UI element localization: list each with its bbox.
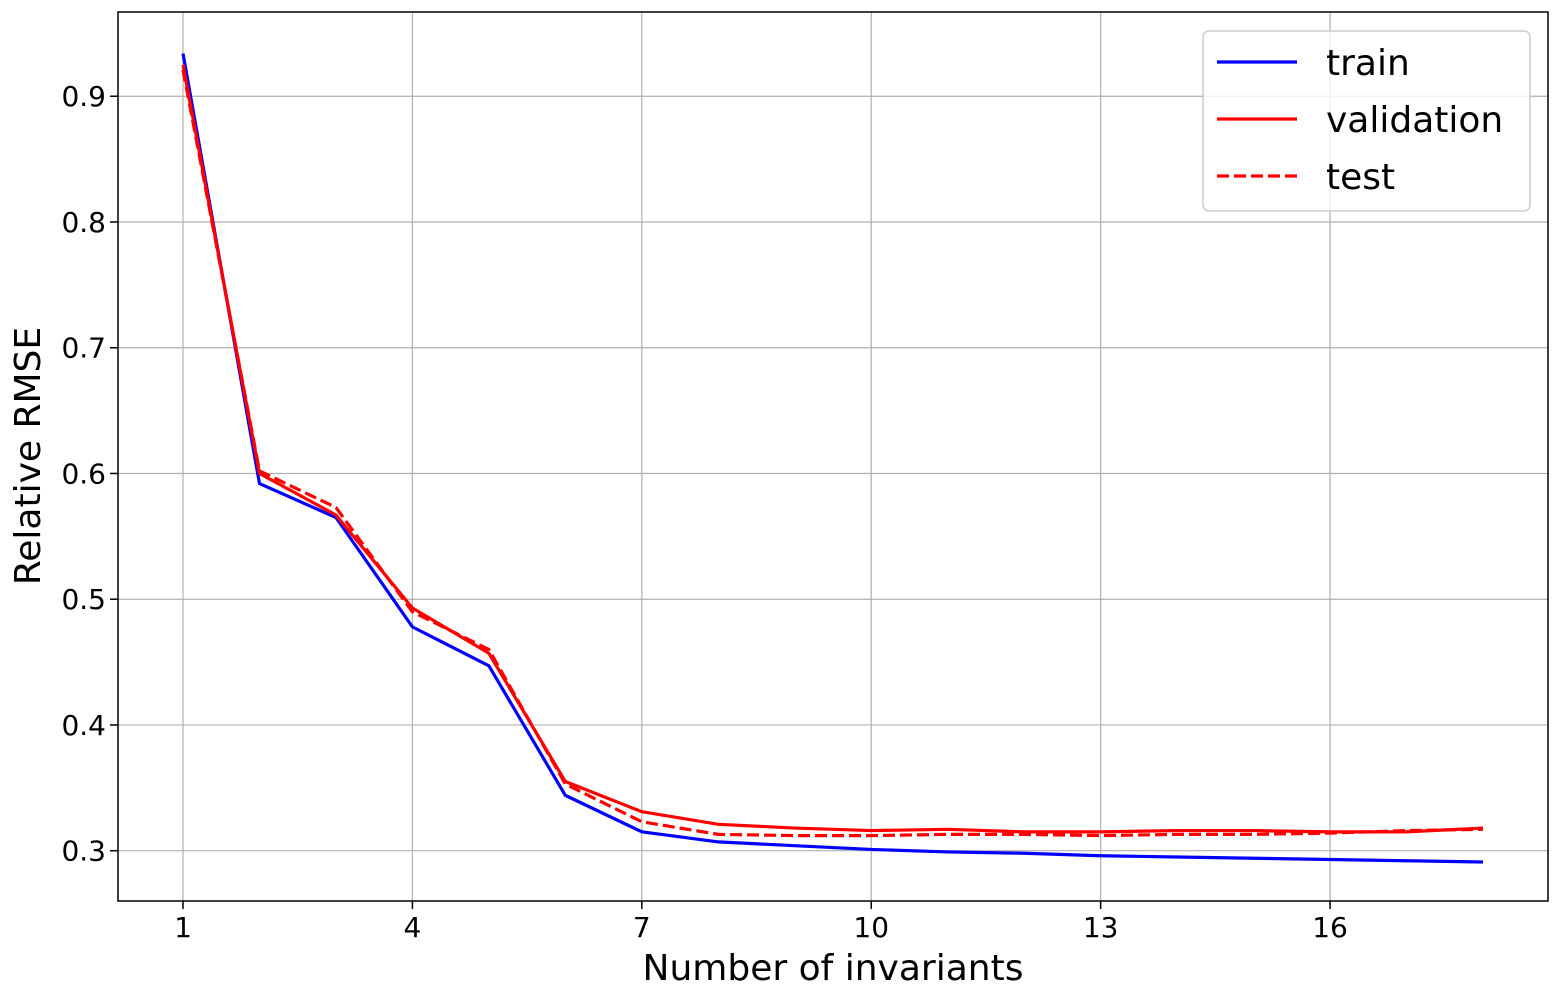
series-lines — [181, 53, 1484, 864]
x-tick-label: 13 — [1083, 911, 1119, 944]
legend: train validation test — [1202, 30, 1531, 212]
y-tick-label: 0.3 — [61, 835, 106, 868]
x-tick-label: 10 — [853, 911, 889, 944]
y-axis-ticks: 0.3 0.4 0.5 0.6 0.7 0.8 0.9 — [61, 80, 118, 868]
y-tick-label: 0.4 — [61, 709, 106, 742]
legend-label-train: train — [1326, 43, 1410, 84]
y-tick-label: 0.9 — [61, 80, 106, 113]
y-tick-label: 0.8 — [61, 206, 106, 239]
x-tick-label: 1 — [174, 911, 192, 944]
legend-label-validation: validation — [1326, 100, 1503, 141]
x-axis-ticks: 1 4 7 10 13 16 — [174, 901, 1348, 944]
plot-frame — [117, 11, 1549, 902]
grid-lines — [118, 12, 1548, 901]
y-tick-label: 0.6 — [61, 457, 106, 490]
x-tick-label: 7 — [633, 911, 651, 944]
y-tick-label: 0.5 — [61, 583, 106, 616]
x-axis-title: Number of invariants — [643, 948, 1024, 989]
series-line-test — [181, 69, 1484, 838]
legend-items: train validation test — [1217, 43, 1503, 198]
y-tick-label: 0.7 — [61, 332, 106, 365]
x-tick-label: 4 — [403, 911, 421, 944]
series-line-train — [181, 53, 1484, 864]
y-axis-title: Relative RMSE — [8, 327, 49, 585]
x-tick-label: 16 — [1312, 911, 1348, 944]
legend-label-test: test — [1326, 157, 1395, 198]
legend-box — [1202, 30, 1531, 212]
